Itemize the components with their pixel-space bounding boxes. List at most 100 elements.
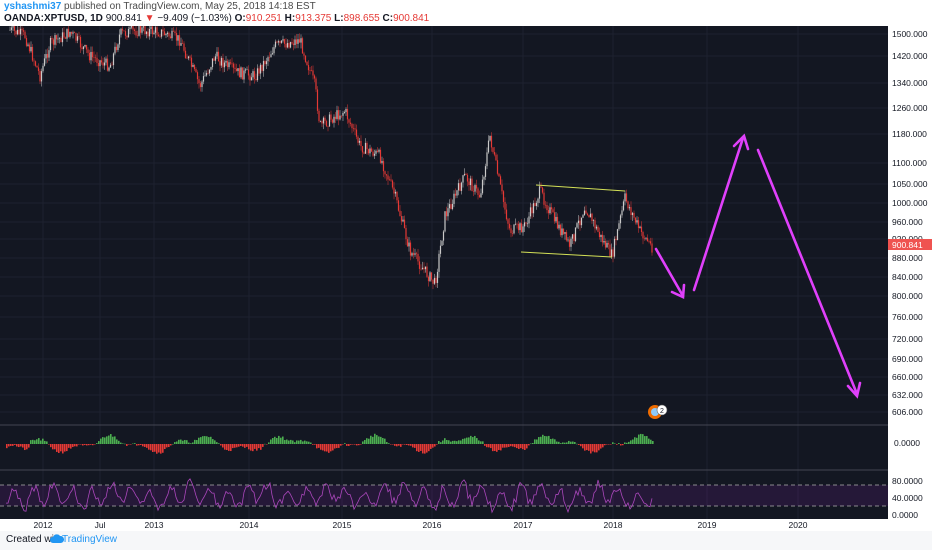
channel-top-line[interactable] [535,184,626,192]
osc-bar [220,444,222,446]
osc-bar [60,444,62,452]
osc-bar [124,443,126,445]
candle-body [462,175,464,183]
time-axis[interactable]: 2012 Jul 2013 2014 2015 2016 2017 2018 2019 2020 [34,520,808,530]
osc-bar [432,444,434,448]
candle-body [232,63,235,68]
candle-body [630,207,632,216]
osc-bar [378,436,380,444]
osc-bar [192,442,194,444]
osc-bar [362,441,364,444]
osc-bar [262,444,264,447]
candle-body [153,32,155,35]
candle-body [60,37,62,43]
plot-background [0,26,888,519]
channel-bottom-line[interactable] [520,251,613,258]
candle-body [531,207,533,214]
osc-bar [548,435,550,444]
high-value: 913.375 [295,13,332,24]
osc-bar [484,444,486,446]
candle-body [81,47,83,50]
candle-body [571,234,574,239]
ideas-badge[interactable]: 2 [648,404,668,419]
osc-bar [8,444,10,447]
osc-bar [222,444,224,448]
candle-body [49,37,52,51]
candle-body [645,237,647,239]
candle-body [340,115,343,117]
candle-body [553,212,556,222]
candle-body [399,210,401,217]
candle-body [589,213,592,218]
osc-bar [98,441,100,444]
osc-bar [372,436,374,444]
candle-body [135,31,137,36]
author-link[interactable]: yshashmi37 [4,1,62,12]
price-label: 690.000 [892,354,923,364]
osc-bar [184,439,186,444]
forecast-arrow-down-1[interactable] [654,247,685,298]
osc-bar [476,438,478,444]
candle-body [115,46,118,51]
osc-bar [120,442,122,444]
osc-bar [146,444,148,448]
badge-count-bg [656,404,668,416]
candle-body [225,60,227,63]
candle-body [502,191,505,202]
forecast-drawing[interactable] [654,133,862,399]
osc-bar [354,444,356,445]
candle-body [147,31,149,37]
candle-body [21,28,23,31]
candle-body [529,207,532,217]
osc-bar [400,444,402,447]
candle-body [631,212,634,216]
candle-body [540,186,542,188]
candle-body [273,47,275,54]
osc-bar [304,440,306,444]
channel-drawing[interactable] [520,184,626,258]
candle-body [423,267,425,270]
candle-body [576,223,578,228]
osc-bar [316,444,318,449]
candle-body [375,150,377,154]
candle-body [231,63,233,65]
forecast-arrow-up[interactable] [692,136,745,292]
osc-bar [204,436,206,444]
candle-body [271,53,274,55]
osc-bar [458,440,460,444]
candle-body [312,70,314,76]
osc-bar [338,444,340,448]
candle-body [405,227,407,240]
osc-bar [334,444,336,449]
tradingview-brand-link[interactable]: TradingView [62,534,118,545]
candle-body [124,31,127,36]
candle-body [295,39,298,44]
osc-bar [470,435,472,444]
candle-body [229,62,232,64]
candle-body [523,222,526,227]
candle-body [627,201,629,209]
candle-body [33,60,35,62]
osc-bar [492,444,494,452]
candle-body [211,58,214,68]
price-label: 1050.000 [892,179,928,189]
chart-canvas[interactable]: 2 1500.000 1420.000 1340.000 1260.000 1180.0… [0,26,932,531]
candle-body [534,203,536,206]
osc-bar [276,437,278,444]
osc-bar [26,444,28,450]
osc-bar [528,444,530,446]
osc-bar [254,444,256,449]
osc-bar [524,444,526,450]
candle-body [219,61,221,66]
osc-bar [648,438,650,444]
candle-body [367,149,370,154]
current-price-tag [888,239,932,250]
candle-body [649,241,652,244]
symbol-name[interactable]: OANDA:XPTUSD, 1D [4,13,103,24]
price-axis[interactable]: 1500.000 1420.000 1340.000 1260.000 1180.000… [892,29,928,417]
forecast-arrow-down-2[interactable] [756,148,859,396]
candle-body [430,272,433,280]
osc-bar [526,444,528,449]
osc-bar [356,444,358,446]
candle-body [240,67,242,78]
